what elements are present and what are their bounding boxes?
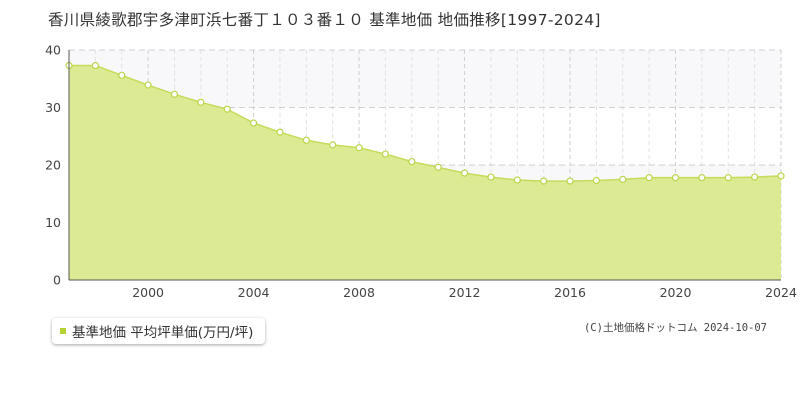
data-point [276, 128, 284, 136]
data-point [751, 173, 759, 181]
chart-title: 香川県綾歌郡宇多津町浜七番丁１０３番１０ 基準地価 地価推移[1997-2024… [48, 11, 601, 29]
area-chart: 0 10 20 30 40 2000 2004 2008 2012 2016 2020 2024 [45, 43, 797, 301]
y-tick-label: 30 [45, 100, 61, 115]
data-point [249, 119, 258, 127]
copyright-text: (C)土地価格ドットコム 2024-10-07 [583, 322, 767, 334]
x-tick-label: 2024 [765, 285, 797, 300]
data-point [170, 90, 179, 98]
data-point [223, 105, 231, 113]
data-point [118, 71, 126, 79]
data-point [91, 61, 99, 70]
data-point [619, 175, 627, 183]
legend-swatch [60, 328, 66, 334]
x-tick-label: 2000 [132, 285, 164, 300]
y-tick-label: 20 [45, 158, 61, 173]
data-point [329, 141, 337, 149]
y-tick-label: 10 [45, 215, 61, 230]
data-point [302, 136, 310, 144]
data-point [408, 157, 416, 166]
data-point [460, 169, 469, 177]
y-tick-label: 0 [53, 273, 61, 288]
legend-label: 基準地価 平均坪単価(万円/坪) [72, 325, 254, 341]
x-tick-label: 2012 [449, 285, 481, 300]
data-point [540, 177, 548, 185]
data-point [355, 144, 363, 152]
data-point [592, 176, 601, 185]
area-fill [69, 65, 781, 280]
data-point [645, 174, 653, 182]
data-point [566, 177, 574, 185]
data-point [724, 174, 732, 182]
data-point [513, 176, 521, 184]
legend: 基準地価 平均坪単価(万円/坪) [52, 318, 266, 344]
y-tick-label: 40 [45, 43, 61, 58]
x-tick-label: 2004 [238, 285, 270, 300]
data-point [777, 172, 785, 180]
data-point [487, 173, 495, 181]
data-point [698, 174, 706, 182]
x-tick-label: 2020 [660, 285, 692, 300]
x-tick-label: 2008 [343, 285, 375, 300]
data-point [671, 174, 680, 182]
data-point [434, 163, 442, 171]
data-point [197, 98, 205, 106]
data-point [381, 150, 390, 158]
x-tick-label: 2016 [554, 285, 586, 300]
data-point [144, 81, 152, 89]
series-line [69, 64, 782, 182]
